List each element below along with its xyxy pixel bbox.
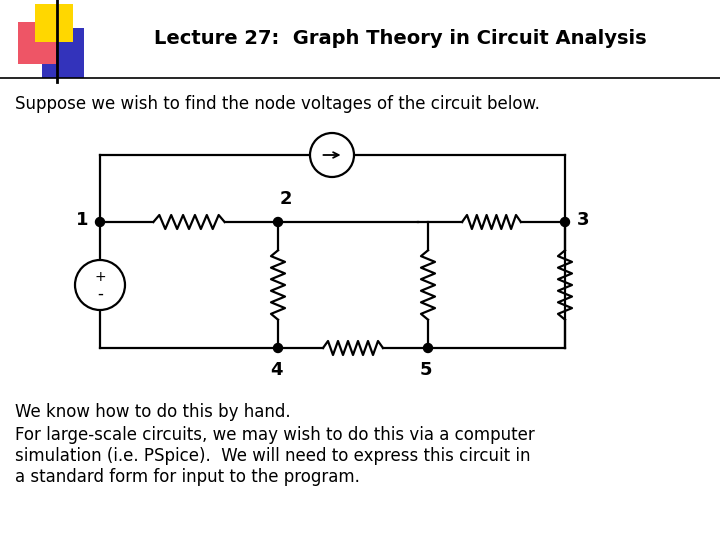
Circle shape: [310, 133, 354, 177]
Text: +: +: [94, 270, 106, 284]
Bar: [18, 22, 56, 64]
Text: 5: 5: [420, 361, 432, 379]
Circle shape: [560, 218, 570, 226]
Text: 3: 3: [577, 211, 590, 229]
Bar: [35, 4, 73, 42]
Text: 2: 2: [280, 190, 292, 208]
Circle shape: [274, 218, 282, 226]
Text: Lecture 27:  Graph Theory in Circuit Analysis: Lecture 27: Graph Theory in Circuit Anal…: [153, 29, 647, 48]
Text: -: -: [97, 285, 103, 303]
Text: For large-scale circuits, we may wish to do this via a computer
simulation (i.e.: For large-scale circuits, we may wish to…: [15, 426, 535, 485]
Text: We know how to do this by hand.: We know how to do this by hand.: [15, 403, 291, 421]
Text: 4: 4: [270, 361, 282, 379]
Text: 1: 1: [76, 211, 88, 229]
Circle shape: [96, 218, 104, 226]
Text: Suppose we wish to find the node voltages of the circuit below.: Suppose we wish to find the node voltage…: [15, 95, 540, 113]
Bar: [42, 28, 84, 78]
Circle shape: [423, 343, 433, 353]
Circle shape: [274, 343, 282, 353]
Circle shape: [75, 260, 125, 310]
